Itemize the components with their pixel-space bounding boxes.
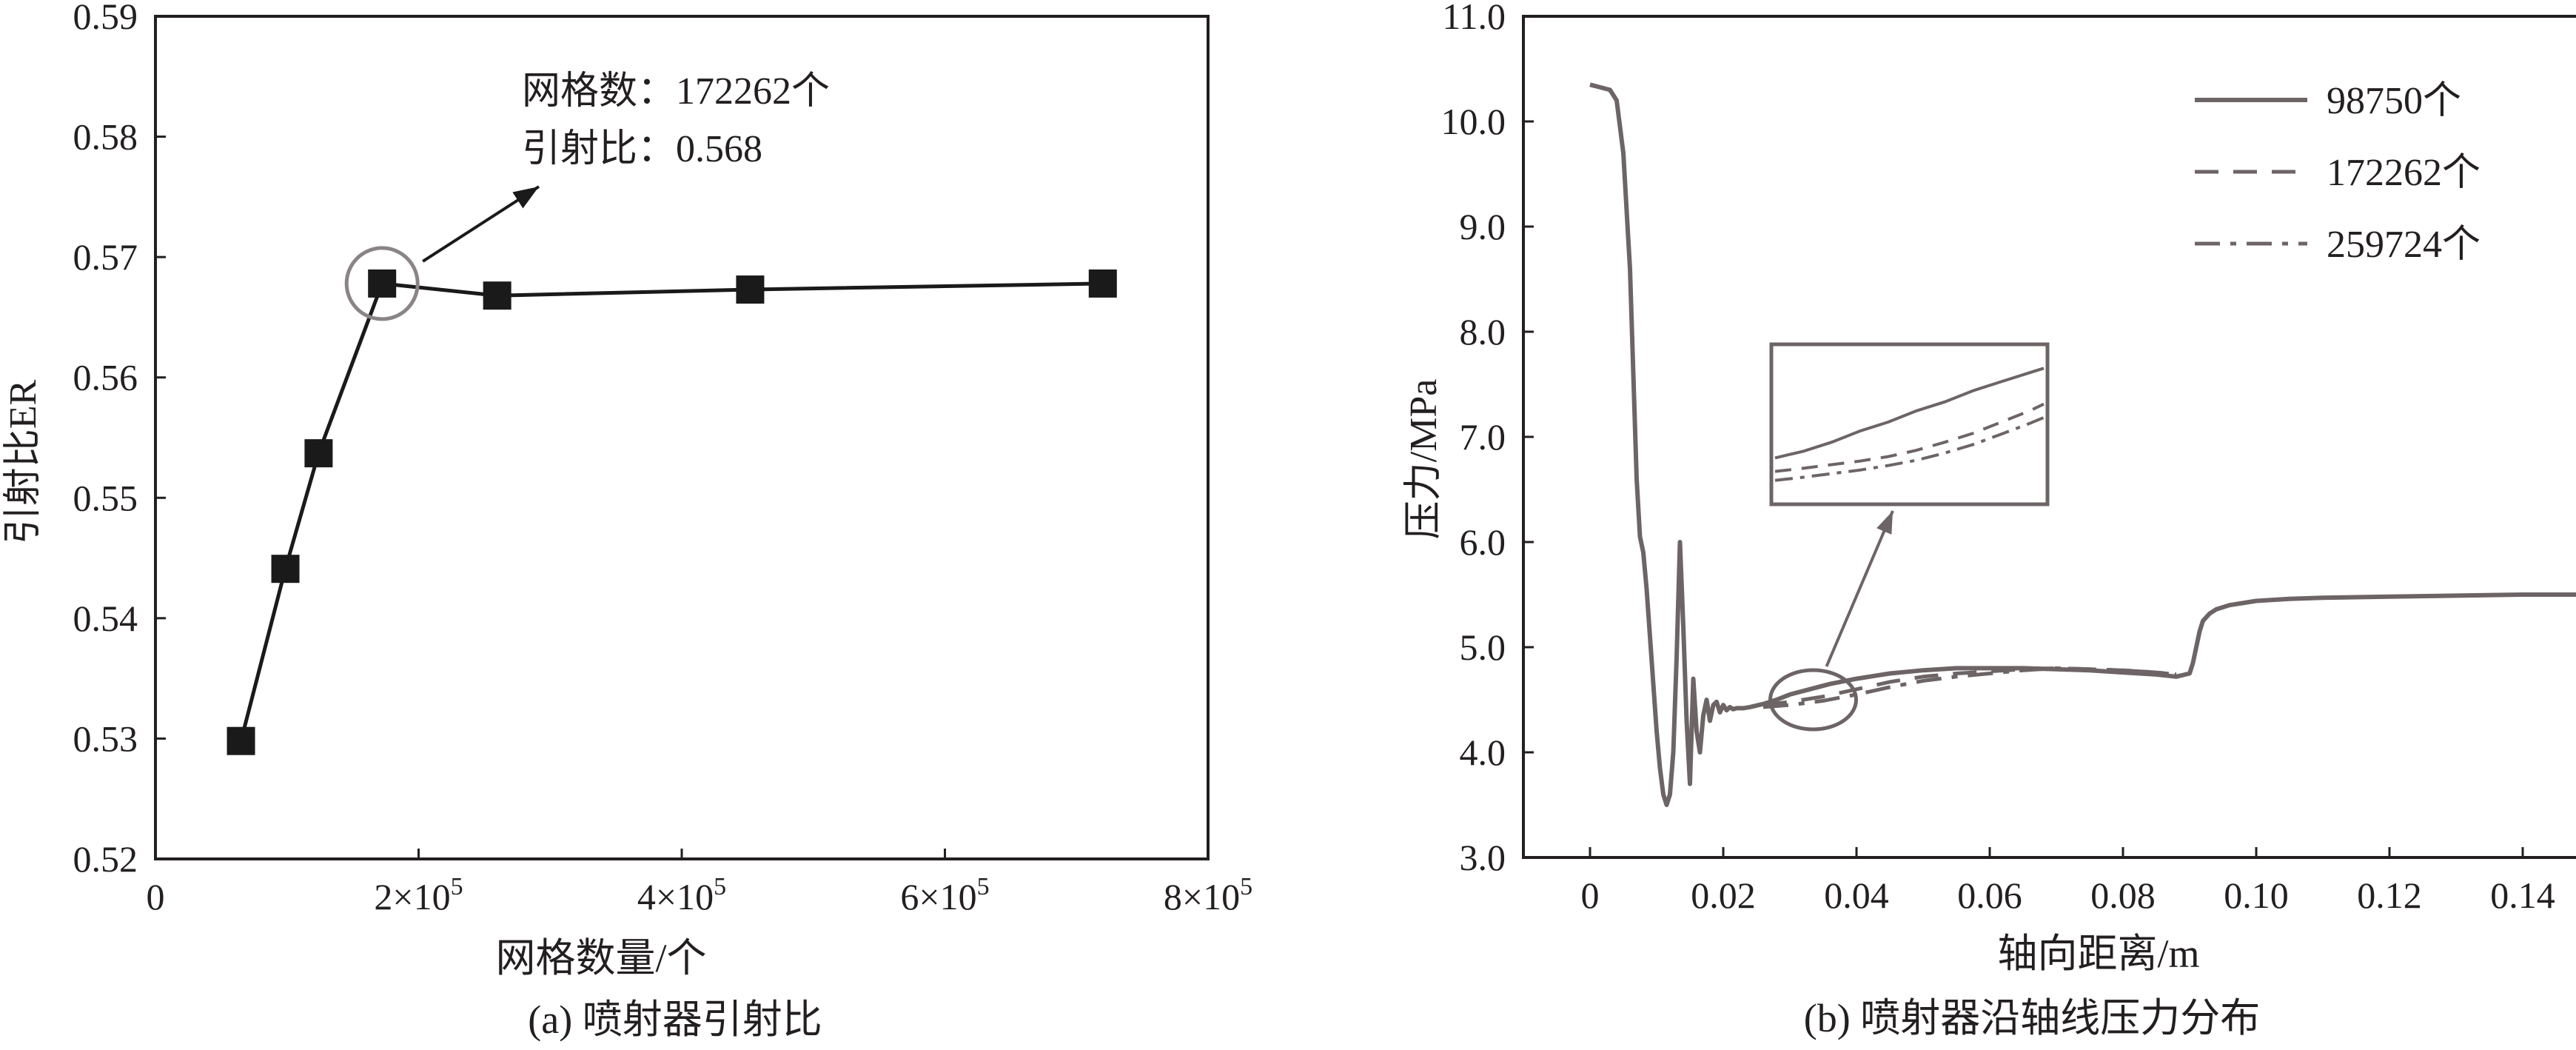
inset-connector-arrowhead — [1876, 511, 1893, 535]
series-b — [1589, 82, 2576, 807]
data-point-marker — [304, 439, 333, 468]
zoom-inset — [1769, 342, 2050, 667]
plot-area-b — [1522, 15, 2576, 859]
y-tick-label: 4.0 — [1460, 732, 1506, 773]
y-axis-label-b: 压力/MPa — [1403, 379, 1445, 540]
data-point-marker — [1088, 269, 1117, 298]
x-tick-label: 0.08 — [2090, 875, 2156, 916]
legend-label: 172262个 — [2327, 152, 2481, 194]
highlight-circle — [344, 246, 420, 321]
series-line-solid — [1589, 82, 2576, 807]
y-tick-label: 0.57 — [73, 236, 138, 278]
x-tick-label: 0.14 — [2490, 875, 2555, 916]
x-tick-label: 0.06 — [1957, 875, 2022, 916]
inset-connector — [1825, 510, 1894, 667]
y-tick-label: 0.56 — [73, 357, 138, 398]
y-tick-label: 0.53 — [73, 718, 138, 759]
caption-b: (b) 喷射器沿轴线压力分布 — [1804, 996, 2260, 1040]
x-axis-ticks-b: 00.020.040.060.080.100.120.140.16 — [1581, 847, 2555, 916]
inset-line-solid — [1774, 367, 2045, 460]
legend-label: 259724个 — [2327, 224, 2481, 266]
plot-frame-b — [1522, 15, 2576, 859]
x-tick-label: 8×105 — [1164, 873, 1252, 917]
x-tick-label: 0.02 — [1691, 875, 1756, 916]
y-tick-label: 0.55 — [73, 477, 138, 518]
y-tick-label: 0.54 — [73, 598, 138, 639]
inset-line-dashed — [1774, 402, 2045, 473]
data-point-marker — [271, 555, 300, 583]
x-axis-label-b: 轴向距离/m — [1997, 932, 2199, 976]
series-line-dashed — [1762, 666, 2177, 707]
annotation-a: 网格数：172262个 引射比：0.568 — [344, 70, 830, 321]
chart-ejection-ratio: 0 2×105 4×105 6×105 8×105 0.520.530.540.550.… — [2, 0, 1252, 1042]
y-tick-label: 6.0 — [1460, 521, 1506, 563]
x-tick-label: 4×105 — [637, 873, 726, 917]
y-tick-label: 10.0 — [1441, 101, 1506, 142]
y-axis-ticks-b: 3.0 4.0 5.0 6.0 7.0 8.0 9.0 10.0 11.0 — [1441, 0, 1534, 878]
data-point-marker — [736, 275, 765, 304]
y-axis-ticks-a: 0.52 0.53 0.54 0.55 0.56 0.57 0.58 0.59 — [73, 0, 166, 880]
y-tick-label: 0.59 — [73, 0, 138, 37]
zoom-ellipse — [1768, 668, 1858, 732]
y-tick-label: 8.0 — [1460, 311, 1506, 352]
x-tick-label: 0.12 — [2357, 875, 2422, 916]
y-tick-label: 5.0 — [1460, 626, 1506, 668]
x-axis-label-a: 网格数量/个 — [495, 936, 706, 980]
legend-label: 98750个 — [2327, 80, 2461, 122]
annotation-text-line2: 引射比：0.568 — [522, 128, 762, 170]
series-line-dashdot — [1762, 666, 2177, 709]
x-tick-label: 0 — [147, 876, 165, 917]
inset-frame — [1769, 342, 2050, 506]
data-point-marker — [483, 281, 511, 310]
y-tick-label: 11.0 — [1442, 0, 1506, 37]
x-tick-label: 0 — [1581, 875, 1600, 916]
legend-b: 98750个 172262个 259724个 — [2195, 80, 2481, 266]
y-tick-label: 9.0 — [1460, 206, 1506, 247]
data-point-marker — [227, 726, 255, 755]
x-tick-label: 2×105 — [374, 873, 463, 917]
x-tick-label: 0.04 — [1824, 875, 1889, 916]
inset-line-dashdot — [1774, 416, 2045, 482]
data-point-marker — [368, 269, 397, 298]
series-line — [239, 281, 1103, 742]
y-tick-label: 0.58 — [73, 116, 138, 158]
chart-axial-pressure: 00.020.040.060.080.100.120.140.16 3.04.0… — [1403, 0, 2576, 1040]
y-tick-label: 0.52 — [73, 838, 138, 880]
y-axis-label-a: 引射比ER — [2, 379, 44, 544]
x-tick-label: 0.10 — [2224, 875, 2289, 916]
caption-a: (a) 喷射器引射比 — [528, 997, 822, 1042]
annotation-text-line1: 网格数：172262个 — [522, 70, 830, 113]
y-tick-label: 7.0 — [1460, 416, 1506, 458]
series-a — [227, 269, 1117, 755]
annotation-arrowhead — [512, 187, 539, 209]
x-axis-ticks-a: 0 2×105 4×105 6×105 8×105 — [147, 849, 1252, 917]
y-tick-label: 3.0 — [1460, 837, 1506, 878]
x-tick-label: 6×105 — [900, 873, 989, 917]
